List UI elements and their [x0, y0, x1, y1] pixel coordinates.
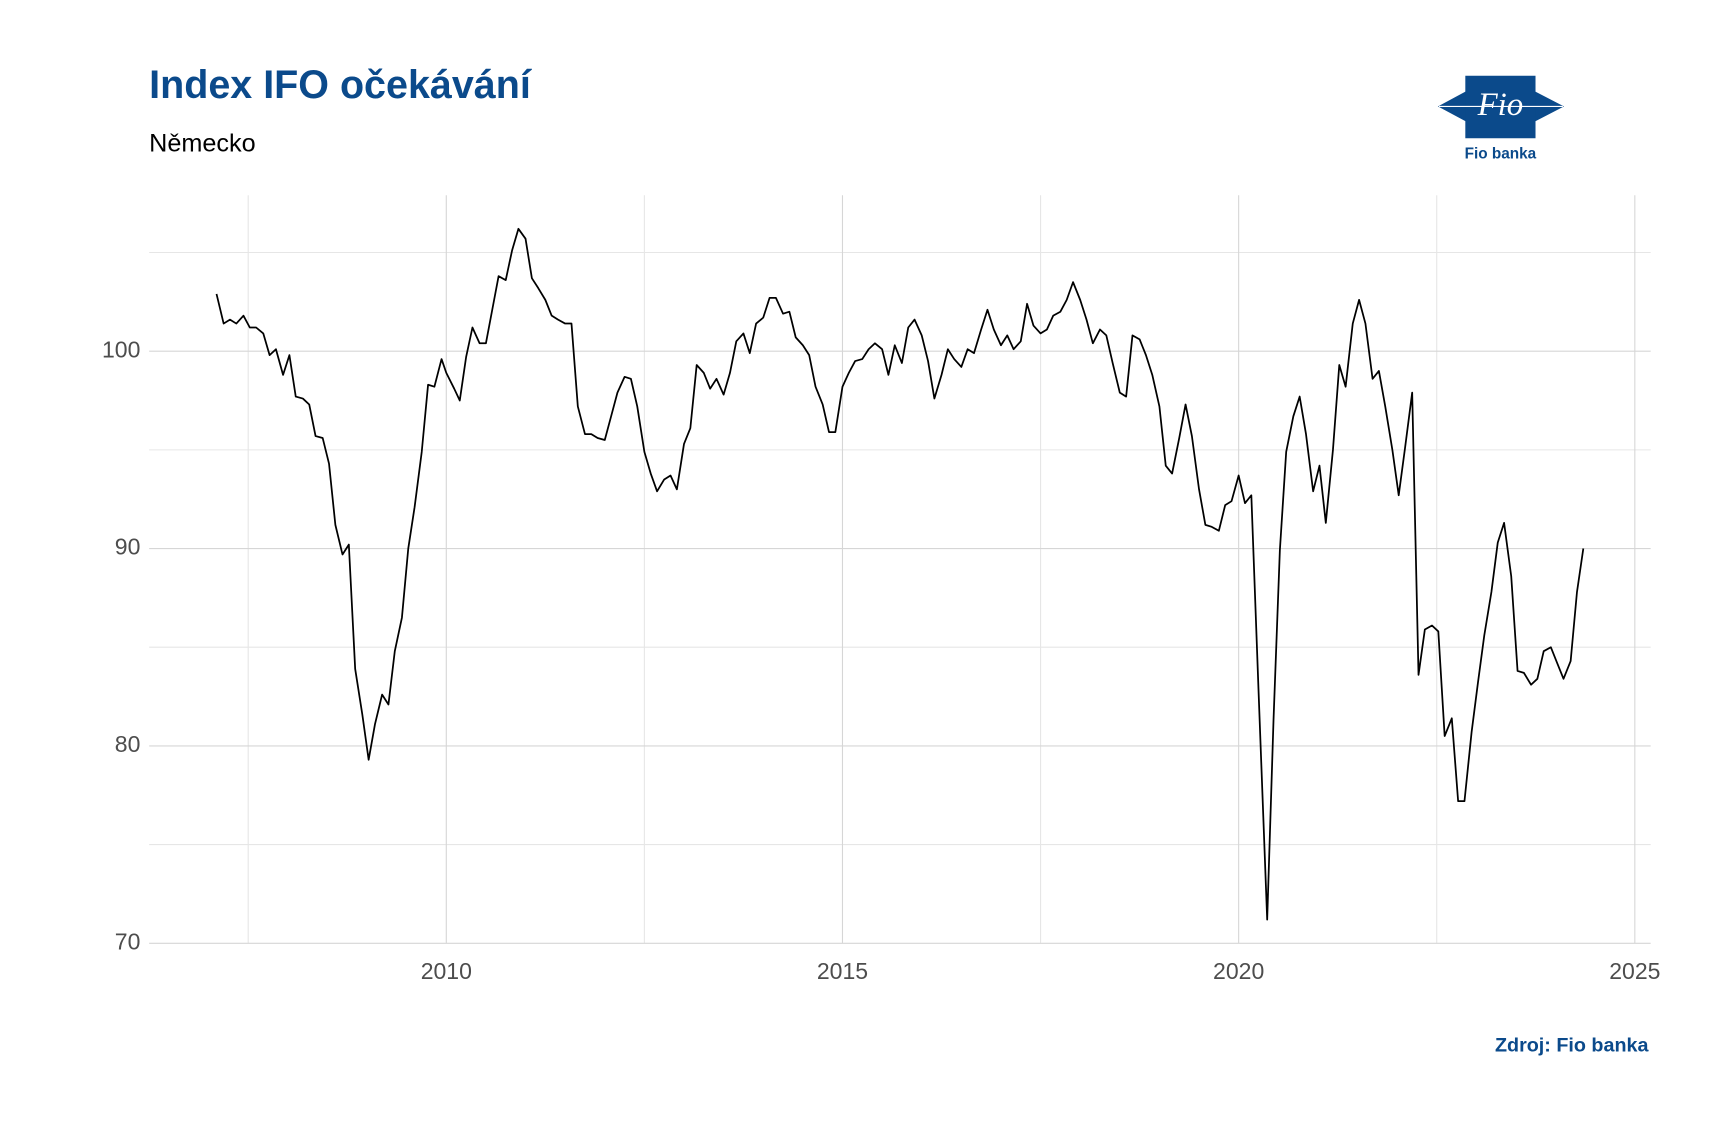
y-tick-label: 100	[102, 336, 140, 362]
chart-subtitle: Německo	[149, 129, 256, 157]
x-tick-label: 2020	[1213, 958, 1264, 984]
y-tick-label: 90	[115, 534, 141, 560]
data-line	[215, 227, 1585, 921]
y-tick-label: 70	[115, 928, 141, 954]
chart-title: Index IFO očekávání	[149, 63, 533, 107]
source-note: Zdroj: Fio banka	[1495, 1035, 1650, 1057]
logo: Fio Fio banka	[1437, 75, 1565, 163]
x-tick-label: 2010	[421, 958, 472, 984]
x-tick-label: 2025	[1609, 958, 1660, 984]
y-tick-label: 80	[115, 731, 141, 757]
logo-caption: Fio banka	[1465, 146, 1537, 163]
x-tick-label: 2015	[817, 958, 868, 984]
logo-text: Fio	[1477, 87, 1524, 123]
